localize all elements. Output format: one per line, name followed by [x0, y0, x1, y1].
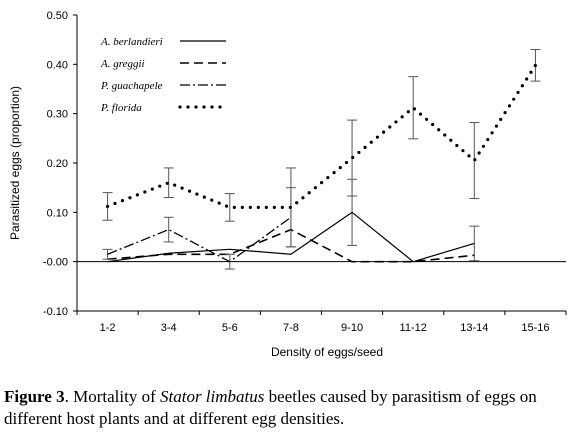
x-tick-label: 9-10 [341, 322, 363, 334]
x-axis-label: Density of eggs/seed [271, 345, 383, 359]
legend-label: A. berlandieri [100, 36, 163, 48]
series-layer [102, 49, 541, 270]
caption-species: Stator limbatus [160, 387, 265, 406]
caption-label: Figure 3 [4, 387, 65, 406]
x-tick-label: 11-12 [400, 322, 427, 334]
y-tick-label: 0.30 [47, 109, 68, 121]
series-a-berlandieri [107, 178, 480, 263]
y-tick-label: 0.10 [47, 207, 68, 219]
y-tick-label: -0.00 [43, 257, 68, 269]
y-tick-label: -0.10 [43, 306, 68, 318]
x-tick-label: 1-2 [100, 322, 116, 334]
legend-label: P. guachapele [100, 80, 163, 92]
x-tick-label: 13-14 [460, 322, 488, 334]
axes: -0.10 -0.00 0.10 0.20 0.30 0.40 0.50 1-2 3-4 5-6 7… [43, 10, 567, 334]
series-line [107, 216, 292, 263]
legend-label: A. greggii [100, 58, 145, 70]
figure-caption: Figure 3. Mortality of Stator limbatus b… [4, 386, 576, 430]
series-line [107, 211, 475, 263]
legend: A. berlandieri A. greggii P. guachapele P. … [100, 36, 228, 114]
x-tick-label: 7-8 [283, 322, 299, 334]
x-tick-label: 15-16 [521, 322, 549, 334]
legend-label: P. florida [100, 102, 142, 114]
series-p-guachapele [102, 187, 296, 270]
y-tick-label: 0.50 [47, 10, 68, 22]
y-tick-label: 0.40 [47, 59, 68, 71]
series-p-florida [102, 49, 541, 248]
x-tick-label: 5-6 [222, 322, 238, 334]
caption-text-after: beetles caused by parasitism of eggs on … [4, 387, 537, 428]
y-axis-label: Parasitized eggs (proportion) [8, 86, 22, 240]
y-tick-label: 0.20 [47, 158, 68, 170]
x-tick-label: 3-4 [161, 322, 177, 334]
caption-text-before: . Mortality of [64, 387, 160, 406]
line-chart: -0.10 -0.00 0.10 0.20 0.30 0.40 0.50 1-2 3-4 5-6 7… [8, 10, 567, 359]
series-line [105, 63, 538, 209]
